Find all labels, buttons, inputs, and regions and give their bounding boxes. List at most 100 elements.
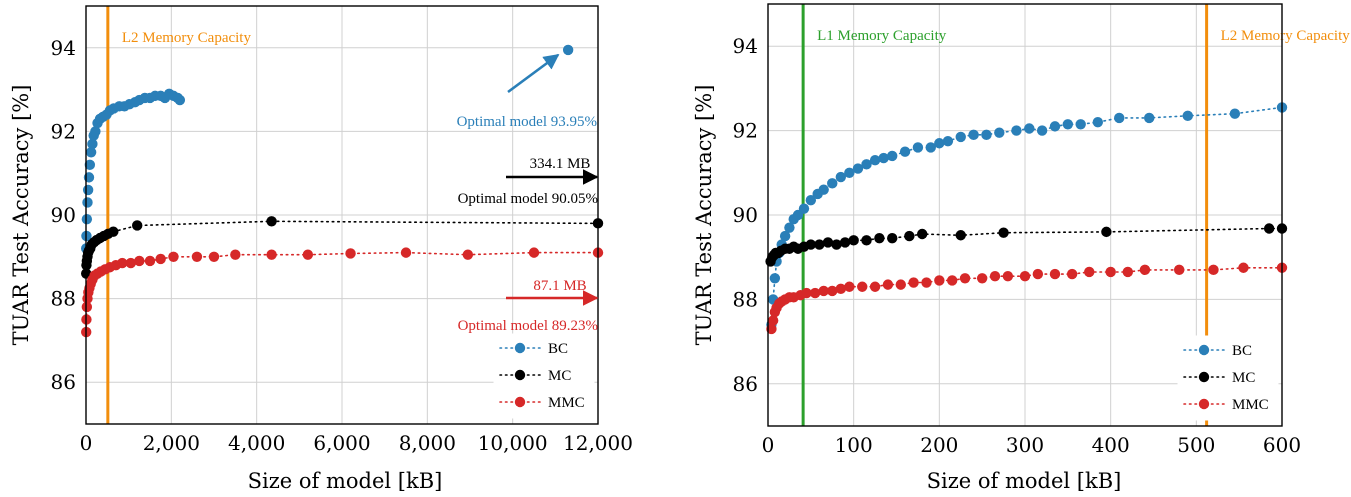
data-point <box>87 138 98 150</box>
data-point <box>766 323 777 335</box>
data-point <box>831 239 842 250</box>
memory-capacity-label: L1 Memory Capacity <box>817 28 947 44</box>
data-point <box>942 135 954 147</box>
data-point <box>805 239 817 250</box>
data-point <box>869 154 881 166</box>
data-point <box>168 251 179 262</box>
data-point <box>132 220 143 231</box>
data-point <box>968 129 979 141</box>
data-point <box>848 235 859 246</box>
y-axis-label: TUAR Test Accuracy [%] <box>9 85 33 346</box>
data-point <box>528 247 540 258</box>
data-point <box>1182 110 1193 122</box>
data-point <box>835 283 847 295</box>
series-mc <box>765 223 1288 267</box>
data-point <box>1174 264 1185 276</box>
data-point <box>1208 264 1219 276</box>
data-point <box>925 142 936 153</box>
x-tick-label: 100 <box>835 433 873 457</box>
data-point <box>989 270 1001 282</box>
data-point <box>1105 266 1116 278</box>
x-tick-label: 6,000 <box>313 431 370 455</box>
data-point <box>108 226 119 237</box>
y-tick-label: 88 <box>51 287 76 311</box>
data-point <box>959 273 971 284</box>
data-point <box>1049 268 1061 280</box>
data-point <box>934 138 945 149</box>
data-point <box>844 281 855 292</box>
data-point <box>934 275 945 286</box>
legend-marker <box>1198 398 1210 410</box>
data-point <box>861 235 872 246</box>
mmc-optimal-label: Optimal model 89.23% <box>458 318 598 334</box>
legend: BC MC MMC <box>1177 335 1279 421</box>
data-point <box>955 131 966 143</box>
x-tick-label: 12,000 <box>563 431 633 455</box>
data-point <box>994 127 1005 138</box>
data-point <box>562 44 574 56</box>
chart-1: 0 2,000 4,000 6,000 8,000 10,000 12,000 86 88 90 9… <box>9 5 633 493</box>
annotations: Optimal model 93.95% 334.1 MB Optimal mode… <box>457 53 599 334</box>
data-point <box>1092 116 1104 128</box>
data-point <box>946 275 958 286</box>
data-point <box>1024 123 1035 134</box>
x-tick-label: 200 <box>920 433 958 457</box>
data-point <box>1122 266 1134 278</box>
data-point <box>839 237 851 248</box>
data-point <box>844 167 855 178</box>
data-point <box>144 255 156 267</box>
legend-label: MMC <box>548 395 585 411</box>
data-point <box>117 257 128 269</box>
data-point <box>798 203 810 214</box>
data-point <box>769 273 781 284</box>
y-tick-label: 92 <box>733 119 758 143</box>
data-point <box>302 249 314 260</box>
y-tick-label: 90 <box>51 203 76 227</box>
data-point <box>345 248 356 259</box>
legend-marker <box>514 342 526 354</box>
memory-capacity-label: L2 Memory Capacity <box>1221 28 1351 44</box>
x-axis-label: Size of model [kB] <box>248 469 443 493</box>
data-point <box>852 163 864 174</box>
data-point <box>904 230 915 242</box>
data-point <box>784 222 795 233</box>
data-point <box>1263 223 1275 234</box>
mc-optimal-label: Optimal model 90.05% <box>458 191 598 207</box>
data-point <box>81 213 93 225</box>
data-point <box>878 152 889 164</box>
legend-label: MC <box>548 368 571 384</box>
series-mmc <box>766 262 1288 335</box>
data-point <box>1011 125 1022 136</box>
y-tick-label: 86 <box>733 372 758 396</box>
data-point <box>998 227 1009 238</box>
y-tick-label: 92 <box>51 119 76 143</box>
x-tick-label: 0 <box>80 431 93 455</box>
legend-label: MMC <box>1232 397 1269 413</box>
data-point <box>887 233 898 244</box>
data-point <box>874 233 885 244</box>
data-point <box>835 171 847 183</box>
data-point <box>1238 262 1249 273</box>
data-point <box>869 281 881 292</box>
data-point <box>230 249 241 260</box>
series-bc <box>766 102 1288 330</box>
x-tick-label: 0 <box>762 433 775 457</box>
series-mmc <box>81 247 604 338</box>
data-point <box>861 159 872 170</box>
y-tick-label: 94 <box>51 36 76 60</box>
series-line <box>770 267 1283 330</box>
x-tick-label: 8,000 <box>399 431 456 455</box>
data-point <box>805 195 817 206</box>
legend-label: BC <box>1232 343 1252 359</box>
memory-capacity-label: L2 Memory Capacity <box>122 30 252 46</box>
x-tick-label: 300 <box>1006 433 1044 457</box>
x-tick-label: 10,000 <box>478 431 548 455</box>
data-point <box>462 249 474 260</box>
data-point <box>134 255 145 267</box>
data-point <box>1075 119 1086 130</box>
data-point <box>1049 121 1061 132</box>
data-point <box>882 279 894 290</box>
data-point <box>266 249 277 260</box>
data-point <box>921 277 932 288</box>
mc-size-label: 334.1 MB <box>530 156 591 172</box>
